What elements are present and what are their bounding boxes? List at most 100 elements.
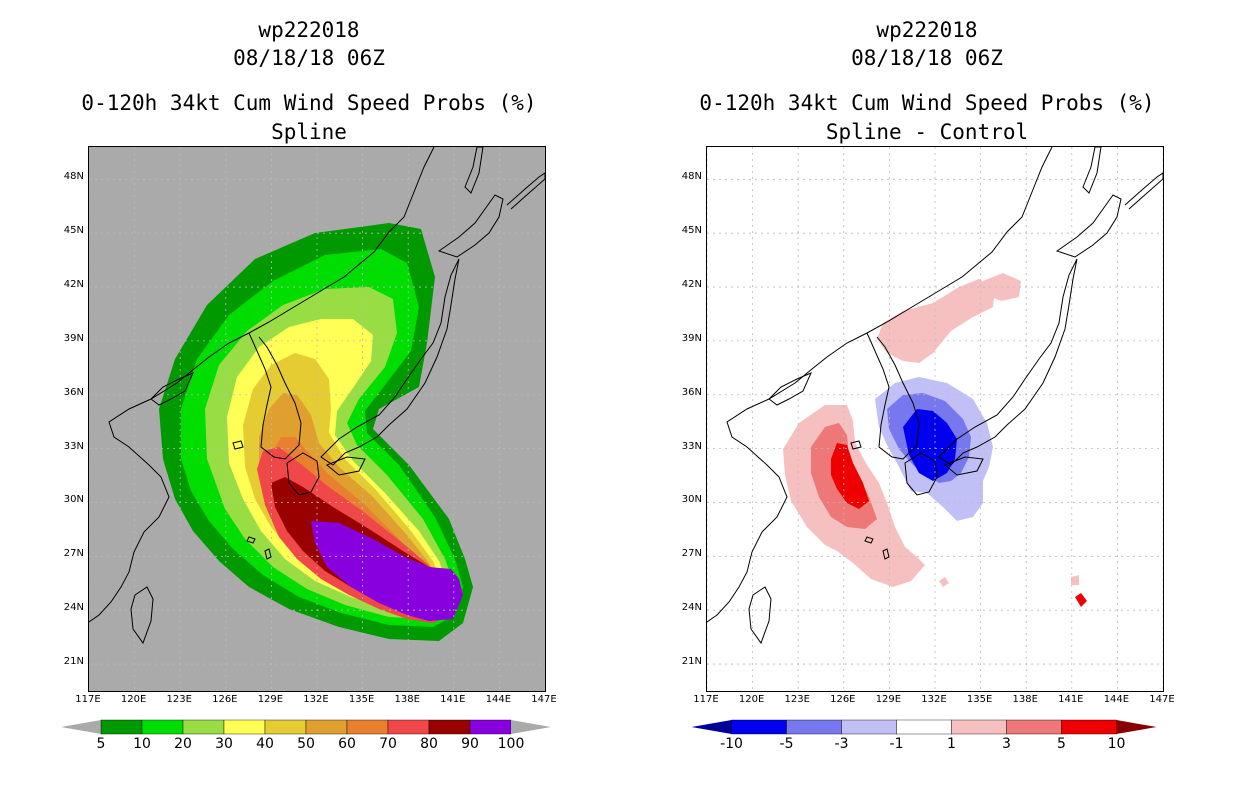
left-lon-tick-label: 120E	[120, 694, 147, 705]
right-colorbar-under-arrow	[691, 720, 732, 734]
right-colorbar-segment	[731, 719, 787, 735]
right-lon-tick-label: 117E	[693, 694, 719, 705]
right-colorbar-label: -5	[779, 736, 794, 752]
left-coastline-shikoku	[326, 456, 366, 476]
right-coastline-korea	[866, 332, 920, 460]
right-storm-id: wp222018	[876, 18, 978, 42]
left-colorbar-segment	[141, 719, 184, 735]
left-lat-tick-label: 24N	[63, 602, 84, 614]
left-colorbar-over-arrow	[511, 720, 551, 734]
left-colorbar-segment	[428, 719, 471, 735]
left-lat-tick-label: 36N	[63, 386, 84, 398]
left-lat-tick-label: 27N	[63, 548, 84, 560]
left-coastline-hokkaido	[437, 194, 504, 258]
left-coastline-jeju	[232, 440, 244, 450]
left-coastline-honshu	[320, 258, 460, 466]
right-lat-tick-label: 33N	[681, 440, 702, 452]
right-coastline-kuril	[1124, 172, 1163, 210]
left-lon-tick-label: 135E	[348, 694, 375, 705]
left-lon-tick-label: 117E	[75, 694, 101, 705]
left-colorbar-label: 100	[497, 736, 525, 752]
right-map-canvas	[707, 147, 1163, 691]
right-lat-tick-label: 42N	[681, 279, 702, 291]
left-colorbar-label: 80	[420, 736, 438, 752]
left-colorbar-segment	[223, 719, 266, 735]
left-lon-tick-label: 144E	[485, 694, 512, 705]
right-lat-tick-label: 30N	[681, 494, 702, 506]
right-lat-tick-label: 48N	[681, 171, 702, 183]
right-colorbar-label: -10	[720, 736, 743, 752]
left-datetime: 08/18/18 06Z	[233, 46, 385, 70]
right-coastline-ryukyu	[864, 536, 874, 544]
left-colorbar-segment	[387, 719, 430, 735]
left-colorbar-label: 5	[96, 736, 106, 752]
left-coastline-shandong	[150, 372, 194, 406]
left-colorbar	[61, 719, 551, 735]
left-map-canvas	[89, 147, 545, 691]
left-coastline-kuril	[506, 172, 545, 210]
right-lon-tick-label: 138E	[1012, 694, 1038, 705]
right-difference-map	[706, 146, 1164, 692]
left-lat-tick-label: 39N	[63, 332, 84, 344]
right-colorbar-segment	[1061, 719, 1117, 735]
left-coastline-okinawa	[264, 548, 272, 560]
left-lon-tick-label: 141E	[440, 694, 466, 705]
right-colorbar-label: -3	[834, 736, 849, 752]
left-colorbar-label: 70	[379, 736, 397, 752]
left-colorbar-label: 30	[215, 736, 233, 752]
left-lat-tick-label: 45N	[63, 225, 84, 237]
left-colorbar-segment	[100, 719, 143, 735]
left-colorbar-under-arrow	[61, 720, 101, 734]
left-lon-tick-label: 132E	[303, 694, 329, 705]
left-prob-contour-90	[311, 521, 463, 621]
right-colorbar-label: 10	[1107, 736, 1126, 752]
left-coastline-kyushu	[286, 452, 320, 496]
right-diff-positive-small-b	[1071, 575, 1079, 585]
right-coastline-shikoku	[944, 456, 984, 476]
right-subtitle: Spline - Control	[825, 120, 1029, 144]
right-diff-positive-5	[831, 443, 869, 509]
right-coastline-kyushu	[904, 452, 938, 496]
right-lon-tick-label: 141E	[1058, 694, 1084, 705]
left-lat-tick-label: 48N	[63, 171, 84, 183]
right-diff-positive-spot	[1075, 593, 1087, 607]
right-title: 0-120h 34kt Cum Wind Speed Probs (%)	[699, 91, 1155, 115]
right-lon-tick-label: 147E	[1149, 694, 1175, 705]
left-coastline-ryukyu	[246, 536, 256, 544]
right-coastline-taiwan	[748, 586, 772, 645]
right-coastline-shandong	[768, 372, 812, 406]
left-coastline-sakhalin	[464, 147, 484, 194]
right-lon-tick-label: 126E	[830, 694, 856, 705]
right-colorbar-over-arrow	[1116, 720, 1157, 734]
right-lon-tick-label: 144E	[1103, 694, 1130, 705]
left-colorbar-label: 90	[461, 736, 479, 752]
left-lon-tick-label: 147E	[531, 694, 557, 705]
right-colorbar-segment	[786, 719, 842, 735]
right-colorbar-segment	[841, 719, 897, 735]
left-coastline-taiwan	[130, 586, 154, 645]
left-lon-tick-label: 123E	[166, 694, 192, 705]
left-colorbar-segment	[469, 719, 512, 735]
right-coastline-honshu	[938, 258, 1078, 466]
right-colorbar-label: 1	[947, 736, 956, 752]
left-colorbar-label: 40	[256, 736, 274, 752]
left-probability-map	[88, 146, 546, 692]
left-lon-tick-label: 126E	[212, 694, 238, 705]
left-colorbar-label: 10	[133, 736, 151, 752]
left-colorbar-segment	[182, 719, 225, 735]
right-lon-tick-label: 123E	[784, 694, 810, 705]
right-colorbar-label: 5	[1057, 736, 1066, 752]
right-colorbar-segment	[951, 719, 1007, 735]
right-colorbar-segment	[896, 719, 952, 735]
left-panel: wp222018 08/18/18 06Z 0-120h 34kt Cum Wi…	[61, 18, 557, 752]
left-lat-tick-label: 30N	[63, 494, 84, 506]
right-lat-tick-label: 45N	[681, 225, 702, 237]
right-diff-positive-north	[877, 279, 995, 363]
right-panel: wp222018 08/18/18 06Z 0-120h 34kt Cum Wi…	[618, 0, 1236, 800]
left-lat-tick-label: 33N	[63, 440, 84, 452]
right-datetime: 08/18/18 06Z	[851, 46, 1003, 70]
right-diff-positive-small-a	[939, 577, 949, 587]
right-lon-tick-label: 120E	[738, 694, 765, 705]
left-coastline-korea	[248, 332, 302, 460]
left-colorbar-label: 60	[338, 736, 356, 752]
